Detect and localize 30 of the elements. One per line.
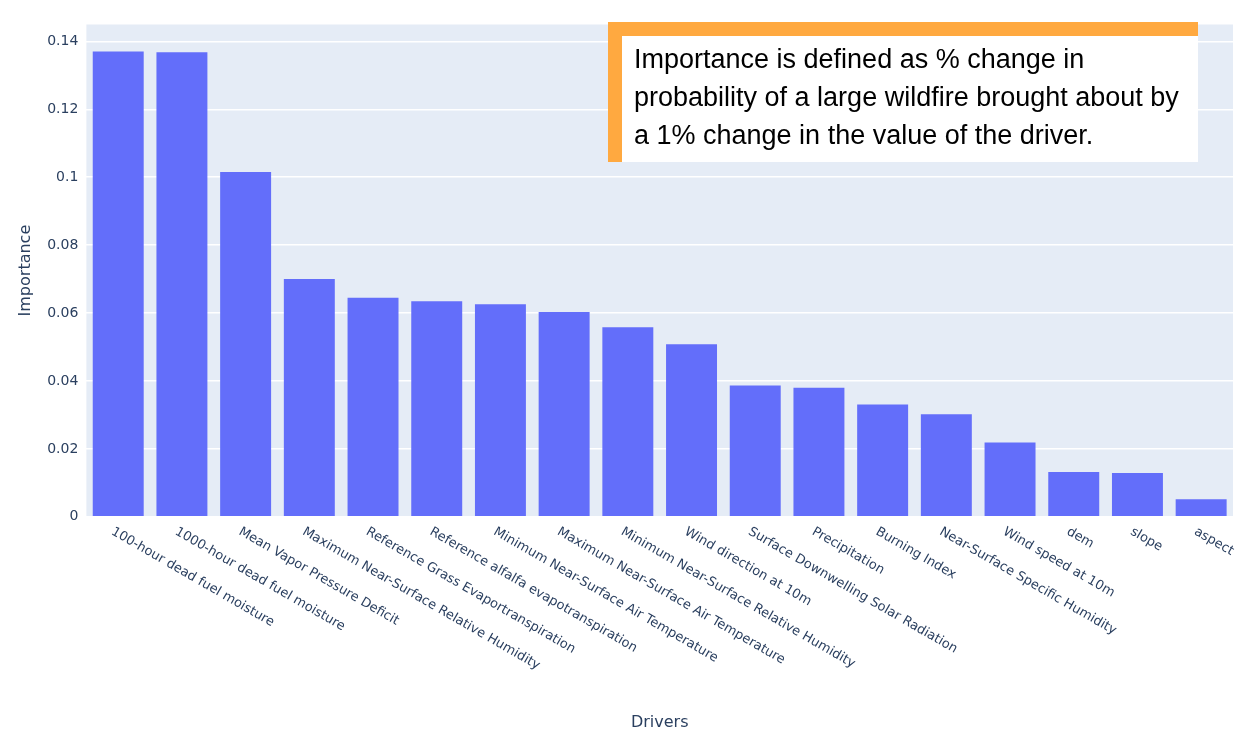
y-tick-label: 0.14 <box>47 32 79 49</box>
bar <box>156 52 208 517</box>
y-tick-label: 0.1 <box>56 167 79 184</box>
bar <box>538 312 590 517</box>
bar <box>666 344 718 517</box>
y-tick-label: 0.02 <box>47 439 79 456</box>
bar <box>920 414 972 517</box>
y-tick-label: 0.08 <box>47 235 79 252</box>
bar <box>1111 472 1163 517</box>
note-box: Importance is defined as % change in probability of a large wildfire brought about by a 1% change in the value of the driver. <box>608 22 1198 162</box>
bar <box>220 172 272 517</box>
bar <box>92 51 144 517</box>
bar <box>474 304 526 517</box>
bar <box>602 327 654 517</box>
x-tick-label: dem <box>1064 523 1098 551</box>
bar <box>729 385 781 517</box>
bar <box>1175 499 1227 517</box>
bar <box>857 404 909 517</box>
bar <box>347 297 399 517</box>
bar <box>793 387 845 517</box>
bar <box>283 279 335 517</box>
bar <box>1048 471 1100 517</box>
x-axis-title: Drivers <box>630 711 689 731</box>
y-tick-label: 0.04 <box>47 371 79 388</box>
y-axis-title: Importance <box>14 224 34 317</box>
y-tick-label: 0.06 <box>47 303 79 320</box>
bar <box>984 442 1036 517</box>
y-tick-label: 0.12 <box>47 99 79 116</box>
bar <box>411 301 463 517</box>
y-tick-label: 0 <box>69 507 79 524</box>
